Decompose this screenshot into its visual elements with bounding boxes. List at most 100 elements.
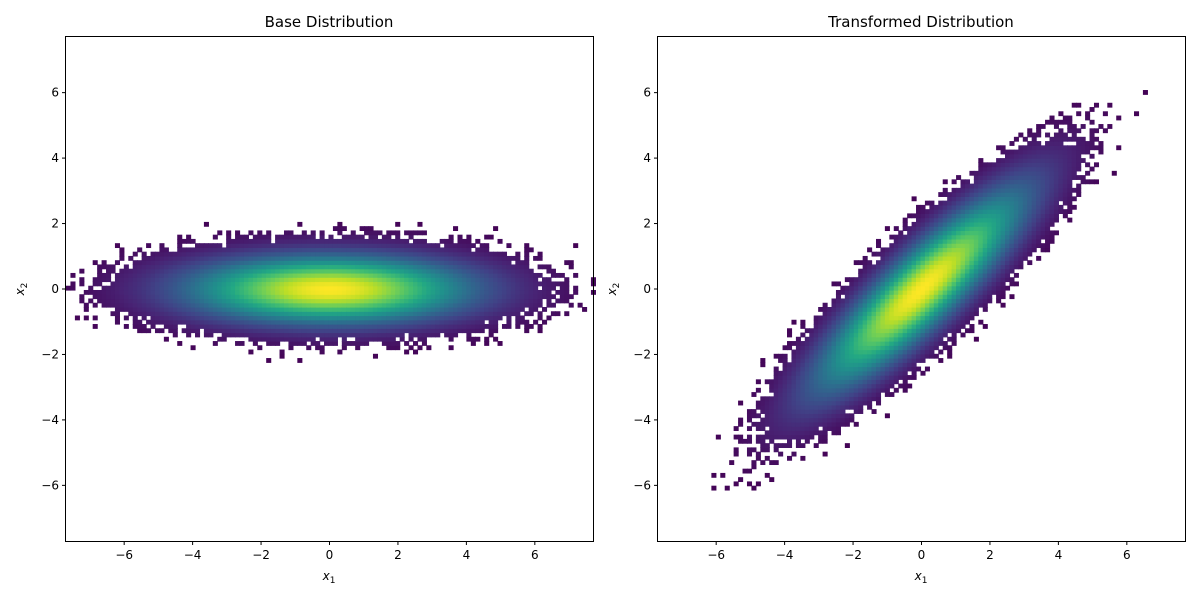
heatmap-cell — [889, 315, 895, 321]
heatmap-cell — [813, 426, 819, 431]
heatmap-cell — [186, 281, 192, 287]
heatmap-cell — [982, 277, 988, 283]
heatmap-cell — [386, 298, 392, 304]
heatmap-cell — [969, 268, 975, 274]
heatmap-cell — [1009, 226, 1015, 232]
heatmap-cell — [916, 302, 922, 308]
heatmap-cell — [132, 294, 138, 300]
heatmap-cell — [760, 404, 766, 410]
heatmap-cell — [364, 251, 370, 257]
heatmap-cell — [889, 328, 895, 334]
heatmap-cell — [938, 213, 944, 219]
heatmap-cell — [964, 196, 971, 202]
heatmap-cell — [889, 234, 895, 240]
heatmap-cell — [1093, 162, 1100, 168]
heatmap-cell — [1062, 213, 1068, 219]
heatmap-cell — [212, 289, 218, 295]
heatmap-cell — [248, 285, 254, 291]
heatmap-cell — [439, 260, 445, 266]
heatmap-cell — [564, 294, 570, 300]
heatmap-cell — [991, 264, 997, 270]
heatmap-cell — [203, 328, 209, 334]
heatmap-cell — [430, 272, 436, 278]
heatmap-cell — [297, 255, 303, 261]
heatmap-cell — [1018, 149, 1024, 155]
heatmap-cell — [381, 234, 387, 240]
heatmap-cell — [1053, 179, 1059, 185]
heatmap-cell — [119, 307, 125, 312]
heatmap-cell — [987, 251, 993, 257]
heatmap-cell — [942, 272, 948, 278]
heatmap-cell — [956, 234, 962, 240]
heatmap-cell — [778, 430, 784, 436]
heatmap-cell — [324, 294, 330, 300]
heatmap-cell — [947, 226, 953, 232]
heatmap-cell — [310, 289, 316, 295]
heatmap-cell — [1013, 264, 1019, 270]
heatmap-cell — [987, 277, 993, 283]
heatmap-cell — [880, 277, 886, 283]
heatmap-cell — [902, 324, 908, 329]
heatmap-cell — [221, 285, 227, 291]
heatmap-cell — [884, 260, 890, 266]
heatmap-cell — [951, 255, 957, 261]
heatmap-cell — [782, 396, 788, 402]
heatmap-cell — [911, 298, 917, 304]
heatmap-cell — [893, 375, 899, 380]
heatmap-cell — [341, 302, 347, 308]
heatmap-cell — [453, 289, 459, 295]
heatmap-cell — [332, 277, 338, 283]
heatmap-cell — [519, 298, 525, 304]
heatmap-cell — [884, 272, 890, 278]
heatmap-cell — [969, 315, 975, 321]
heatmap-cell — [355, 251, 361, 257]
heatmap-cell — [275, 324, 281, 329]
heatmap-cell — [902, 370, 908, 376]
heatmap-cell — [275, 332, 281, 338]
heatmap-cell — [301, 234, 307, 240]
heatmap-cell — [355, 298, 361, 304]
heatmap-cell — [270, 289, 276, 295]
heatmap-cell — [270, 247, 276, 253]
heatmap-cell — [951, 179, 957, 185]
heatmap-cell — [444, 328, 450, 334]
heatmap-cell — [831, 315, 837, 321]
heatmap-cell — [871, 353, 877, 359]
heatmap-cell — [408, 251, 414, 257]
heatmap-cell — [978, 285, 984, 291]
heatmap-cell — [435, 294, 441, 300]
heatmap-cell — [346, 302, 352, 308]
heatmap-cell — [377, 281, 383, 287]
heatmap-cell — [466, 302, 472, 308]
heatmap-cell — [1031, 200, 1037, 206]
heatmap-cell — [288, 298, 294, 304]
heatmap-cell — [132, 315, 138, 321]
heatmap-cell — [1036, 179, 1042, 185]
heatmap-cell — [960, 255, 966, 261]
heatmap-cell — [501, 311, 508, 317]
heatmap-cell — [978, 255, 984, 261]
heatmap-cell — [444, 307, 450, 312]
heatmap-cell — [413, 289, 419, 295]
heatmap-cell — [1040, 230, 1046, 236]
heatmap-cell — [172, 281, 178, 287]
heatmap-cell — [875, 332, 882, 338]
heatmap-cell — [288, 230, 294, 236]
heatmap-cell — [853, 362, 859, 368]
heatmap-cell — [372, 260, 379, 266]
heatmap-cell — [982, 204, 988, 210]
heatmap-cell — [960, 209, 966, 214]
heatmap-cell — [947, 328, 953, 334]
heatmap-cell — [916, 319, 922, 325]
heatmap-cell — [399, 328, 405, 334]
heatmap-cell — [1058, 136, 1064, 142]
heatmap-cell — [951, 204, 957, 210]
heatmap-cell — [1022, 226, 1028, 232]
heatmap-cell — [404, 302, 410, 308]
heatmap-cell — [1089, 166, 1095, 172]
heatmap-cell — [386, 285, 392, 291]
heatmap-cell — [902, 221, 908, 227]
heatmap-cell — [466, 311, 472, 317]
heatmap-cell — [146, 289, 152, 295]
heatmap-cell — [368, 302, 374, 308]
